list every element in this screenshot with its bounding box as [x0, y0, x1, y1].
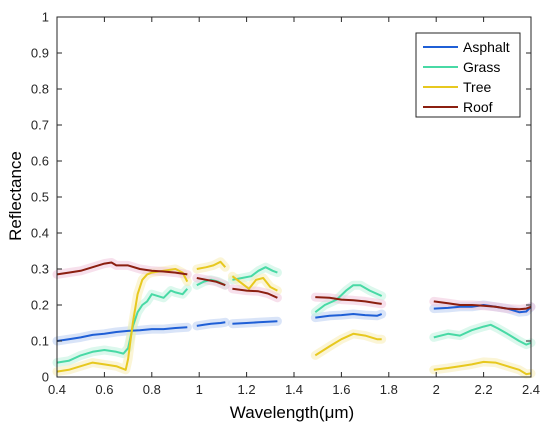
roof-line-segment: [196, 277, 226, 287]
series-lines: [56, 260, 532, 376]
y-tick-label: 0.1: [31, 334, 49, 349]
y-tick-label: 0: [42, 370, 49, 385]
tree-line-segment: [196, 260, 227, 270]
x-tick-label: 1.6: [332, 382, 350, 397]
asphalt-line-segment: [196, 321, 226, 327]
grass-line-segment: [433, 323, 532, 346]
y-tick-label: 0.3: [31, 262, 49, 277]
y-tick-label: 0.7: [31, 118, 49, 133]
tree-line-segment: [231, 275, 278, 292]
asphalt-line-segment: [315, 313, 383, 319]
x-axis-ticks: 0.4 0.6 0.8 1 1.2 1.4 1.6 1.8 2 2.2 2.4: [48, 17, 540, 397]
asphalt-line-segment: [232, 320, 278, 325]
y-tick-label: 1: [42, 10, 49, 25]
y-tick-label: 0.5: [31, 190, 49, 205]
y-tick-label: 0.2: [31, 298, 49, 313]
roof-line-segment: [232, 287, 278, 299]
legend-label-tree: Tree: [463, 79, 491, 95]
grass-line-segment: [314, 284, 383, 313]
x-tick-label: 0.6: [95, 382, 113, 397]
legend-label-asphalt: Asphalt: [463, 39, 510, 55]
legend-label-grass: Grass: [463, 59, 500, 75]
y-axis-ticks: 0 0.1 0.2 0.3 0.4 0.5 0.6 0.7 0.8 0.9 1: [31, 10, 531, 385]
x-tick-label: 1.8: [380, 382, 398, 397]
legend: Asphalt Grass Tree Roof: [415, 32, 521, 118]
tree-line-segment: [314, 332, 382, 357]
y-tick-label: 0.9: [31, 46, 49, 61]
x-tick-label: 1.4: [285, 382, 303, 397]
y-tick-label: 0.4: [31, 226, 49, 241]
x-tick-label: 0.8: [143, 382, 161, 397]
y-tick-label: 0.6: [31, 154, 49, 169]
asphalt-line-segment: [56, 326, 188, 342]
x-tick-label: 2.2: [475, 382, 493, 397]
x-tick-label: 1.2: [238, 382, 256, 397]
x-axis-label: Wavelength(μm): [230, 403, 354, 422]
x-tick-label: 1: [196, 382, 203, 397]
tree-line-segment: [56, 268, 189, 373]
x-tick-label: 2.4: [522, 382, 540, 397]
y-tick-label: 0.8: [31, 82, 49, 97]
grass-line-segment: [232, 266, 278, 281]
x-tick-label: 2: [433, 382, 440, 397]
x-tick-label: 0.4: [48, 382, 66, 397]
tree-line-segment: [433, 360, 532, 376]
roof-line-segment: [315, 296, 382, 305]
y-axis-label: Reflectance: [6, 151, 25, 241]
roof-line-segment: [433, 300, 532, 311]
roof-line-segment: [56, 261, 188, 276]
grass-line-segment: [56, 288, 189, 364]
legend-label-roof: Roof: [463, 99, 493, 115]
